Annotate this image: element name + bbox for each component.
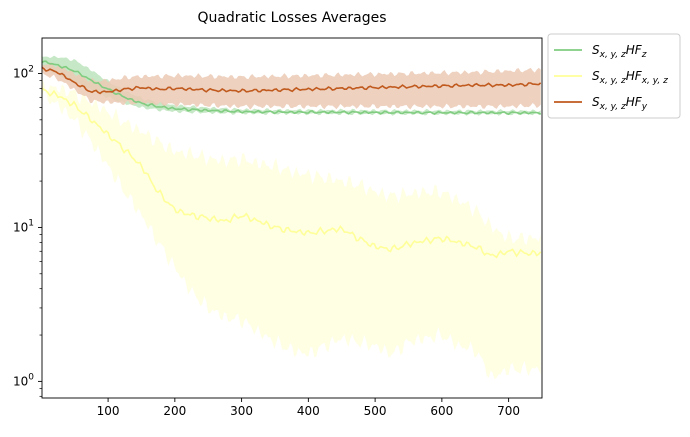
confidence-bands	[42, 55, 541, 380]
x-tick-label: 100	[97, 404, 120, 418]
series-line-2	[41, 66, 542, 95]
series-band-2	[42, 62, 541, 110]
y-tick-label: 100	[13, 372, 34, 388]
x-tick-label: 600	[430, 404, 453, 418]
series-line-0	[41, 60, 542, 116]
x-tick-label: 200	[163, 404, 186, 418]
x-tick-label: 500	[364, 404, 387, 418]
series-band-1	[42, 78, 541, 380]
plot-frame	[41, 37, 543, 399]
legend-box	[547, 33, 681, 119]
legend-label: Sx, y, zHFx, y, z	[592, 69, 668, 86]
x-tick-label: 400	[297, 404, 320, 418]
legend-label: Sx, y, zHFz	[592, 43, 647, 60]
legend-label: Sx, y, zHFy	[592, 95, 648, 112]
y-axis: 100 101 102	[13, 64, 42, 397]
x-axis: 100 200 300 400 500 600 700	[97, 398, 520, 418]
chart-title: Quadratic Losses Averages	[197, 10, 386, 26]
series-line-1	[41, 87, 542, 259]
legend: Sx, y, zHFz Sx, y, zHFx, y, z Sx, y, zHFy	[547, 33, 681, 119]
y-tick-label: 101	[13, 218, 34, 234]
x-tick-label: 700	[497, 404, 520, 418]
series-lines	[41, 60, 542, 259]
y-tick-label: 102	[13, 64, 34, 80]
x-tick-label: 300	[230, 404, 253, 418]
